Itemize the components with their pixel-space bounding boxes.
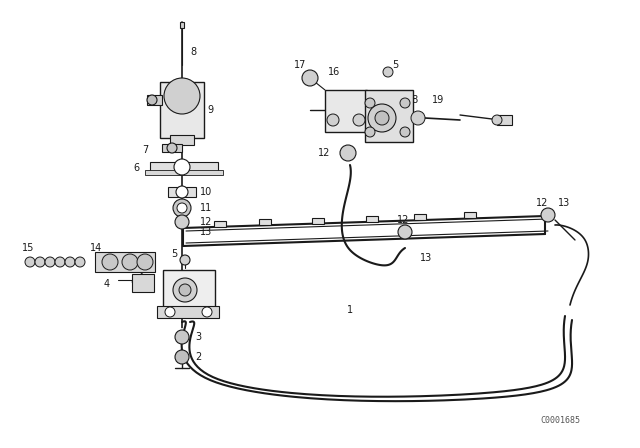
Circle shape <box>55 257 65 267</box>
Circle shape <box>179 284 191 296</box>
Text: 13: 13 <box>200 227 212 237</box>
Bar <box>180 22 184 28</box>
Circle shape <box>302 70 318 86</box>
Text: 19: 19 <box>432 95 444 105</box>
Circle shape <box>173 278 197 302</box>
Circle shape <box>492 115 502 125</box>
Circle shape <box>35 257 45 267</box>
Circle shape <box>375 111 389 125</box>
Circle shape <box>368 104 396 132</box>
Circle shape <box>173 199 191 217</box>
Text: 13: 13 <box>558 198 570 208</box>
Text: 13: 13 <box>420 253 432 263</box>
Bar <box>365 90 413 142</box>
Circle shape <box>167 143 177 153</box>
Circle shape <box>102 254 118 270</box>
Circle shape <box>365 98 375 108</box>
Circle shape <box>174 159 190 175</box>
Bar <box>145 170 223 175</box>
Circle shape <box>400 127 410 137</box>
Circle shape <box>340 145 356 161</box>
Bar <box>325 90 367 132</box>
Circle shape <box>45 257 55 267</box>
Bar <box>497 115 512 125</box>
Bar <box>95 252 155 272</box>
Bar <box>170 135 194 145</box>
Text: 16: 16 <box>328 67 340 77</box>
Circle shape <box>165 307 175 317</box>
Bar <box>366 216 378 222</box>
Bar <box>312 218 324 224</box>
Circle shape <box>327 114 339 126</box>
Text: 5: 5 <box>171 249 177 259</box>
Text: 15: 15 <box>22 243 35 253</box>
Text: 12: 12 <box>536 198 548 208</box>
Text: 11: 11 <box>200 203 212 213</box>
Text: 5: 5 <box>392 60 398 70</box>
Text: 9: 9 <box>207 105 213 115</box>
Circle shape <box>383 67 393 77</box>
Text: 3: 3 <box>195 332 201 342</box>
Bar <box>163 270 215 308</box>
Text: 4: 4 <box>104 279 110 289</box>
Text: 12: 12 <box>317 148 330 158</box>
Bar <box>132 274 154 292</box>
Text: 12: 12 <box>200 217 212 227</box>
Circle shape <box>400 98 410 108</box>
Circle shape <box>164 78 200 114</box>
Text: 18: 18 <box>407 95 419 105</box>
Bar <box>162 144 182 152</box>
Circle shape <box>177 203 187 213</box>
Bar <box>160 82 204 138</box>
Bar <box>147 95 162 105</box>
Bar <box>214 221 226 227</box>
Circle shape <box>176 186 188 198</box>
Circle shape <box>25 257 35 267</box>
Circle shape <box>175 330 189 344</box>
Circle shape <box>65 257 75 267</box>
Circle shape <box>122 254 138 270</box>
Circle shape <box>365 127 375 137</box>
Bar <box>414 214 426 220</box>
Circle shape <box>137 254 153 270</box>
Bar <box>259 219 271 225</box>
Circle shape <box>180 255 190 265</box>
Text: 17: 17 <box>294 60 306 70</box>
Bar <box>150 162 218 172</box>
Bar <box>168 187 196 197</box>
Bar <box>157 306 219 318</box>
Text: C0001685: C0001685 <box>540 415 580 425</box>
Circle shape <box>147 95 157 105</box>
Circle shape <box>75 257 85 267</box>
Text: 12: 12 <box>397 215 409 225</box>
Text: 7: 7 <box>141 145 148 155</box>
Text: 14: 14 <box>90 243 102 253</box>
Text: 10: 10 <box>200 187 212 197</box>
Circle shape <box>175 350 189 364</box>
Circle shape <box>202 307 212 317</box>
Text: 2: 2 <box>195 352 201 362</box>
Circle shape <box>353 114 365 126</box>
Text: 1: 1 <box>347 305 353 315</box>
Circle shape <box>541 208 555 222</box>
Circle shape <box>411 111 425 125</box>
Bar <box>464 212 476 219</box>
Circle shape <box>175 215 189 229</box>
Circle shape <box>398 225 412 239</box>
Text: 6: 6 <box>134 163 140 173</box>
Text: 8: 8 <box>190 47 196 57</box>
